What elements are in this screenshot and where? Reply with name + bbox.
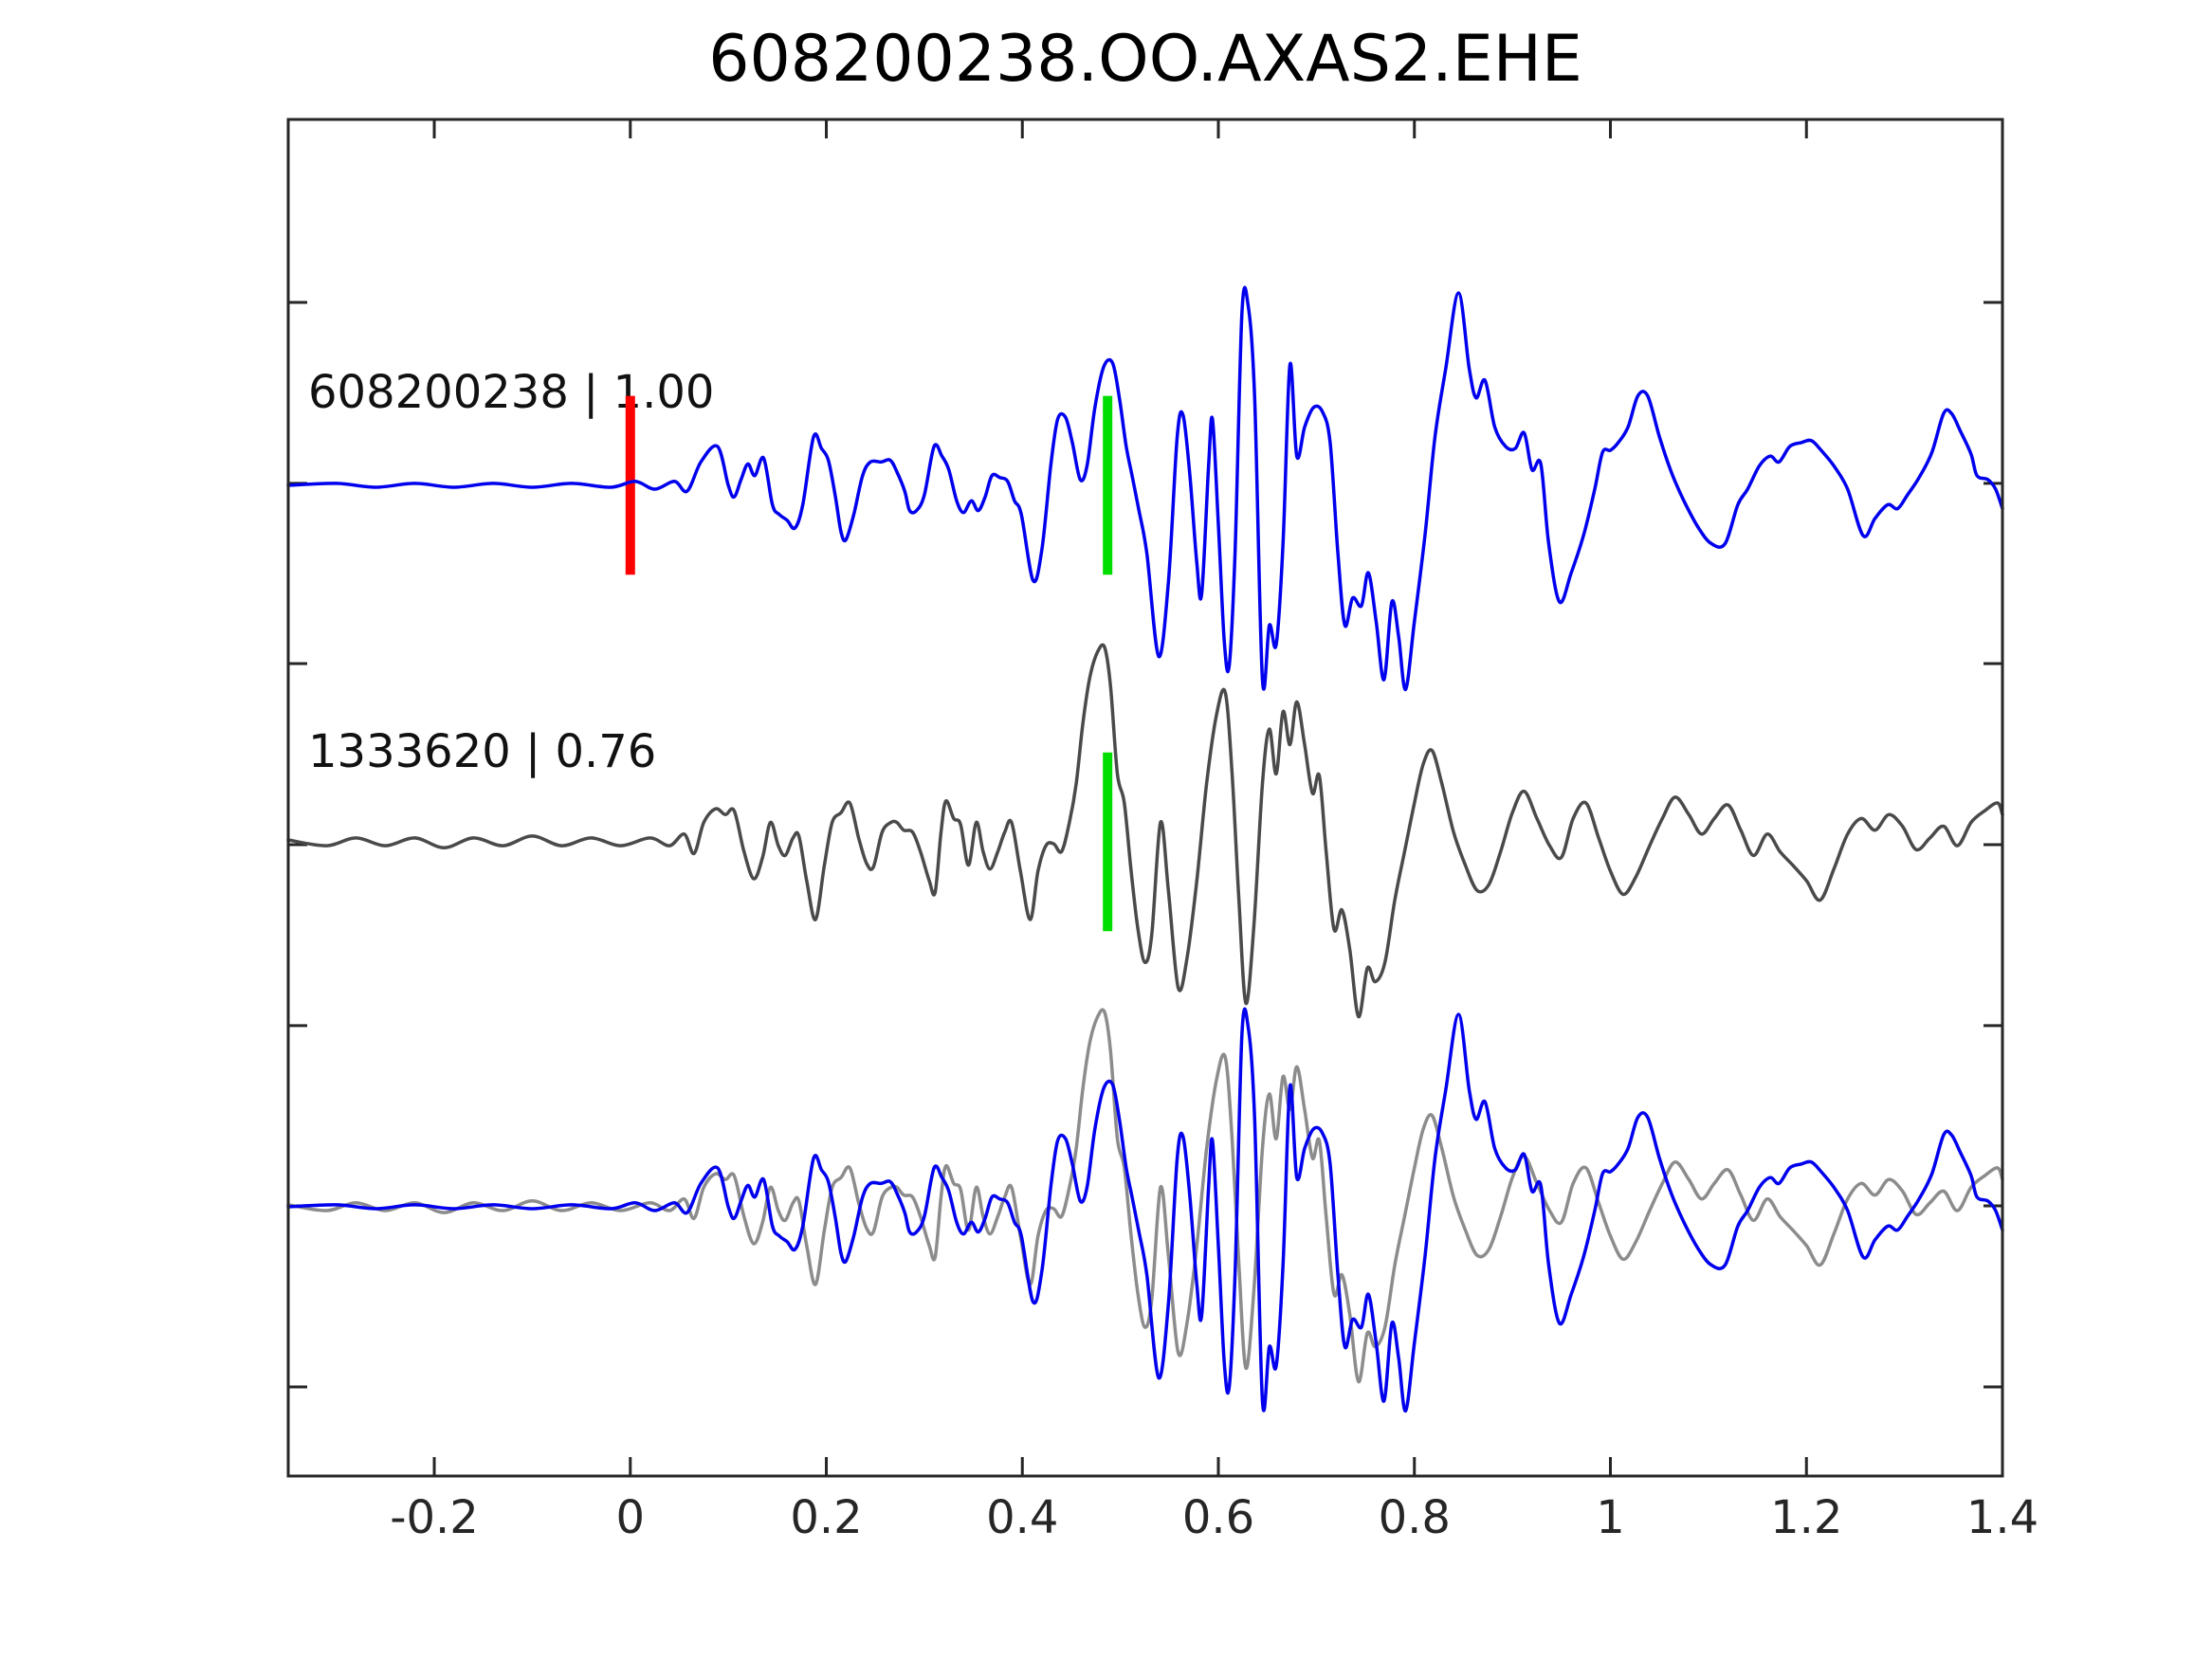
page-title: 608200238.OO.AXAS2.EHE — [708, 22, 1582, 97]
x-tick-label: 0.4 — [986, 1491, 1059, 1544]
trace-label-template: 608200238 | 1.00 — [308, 366, 715, 419]
template-waveform-trace — [286, 1007, 2004, 1413]
detection-waveform-trace — [286, 643, 2004, 1019]
x-tick-label: 1.2 — [1770, 1491, 1843, 1544]
x-tick-label: 0.6 — [1181, 1491, 1255, 1544]
trace-label-detection: 1333620 | 0.76 — [308, 725, 657, 778]
plot-border — [286, 118, 2004, 1478]
x-tick-label: 0 — [615, 1491, 646, 1544]
x-tick-label: 1.4 — [1965, 1491, 2039, 1544]
x-tick-label: 1 — [1596, 1491, 1625, 1544]
template-waveform-trace — [286, 285, 2004, 691]
x-tick-label: -0.2 — [390, 1491, 479, 1544]
x-tick-label: 0.8 — [1378, 1491, 1451, 1544]
x-tick-label: 0.2 — [790, 1491, 863, 1544]
detection-waveform-trace — [286, 1008, 2004, 1384]
